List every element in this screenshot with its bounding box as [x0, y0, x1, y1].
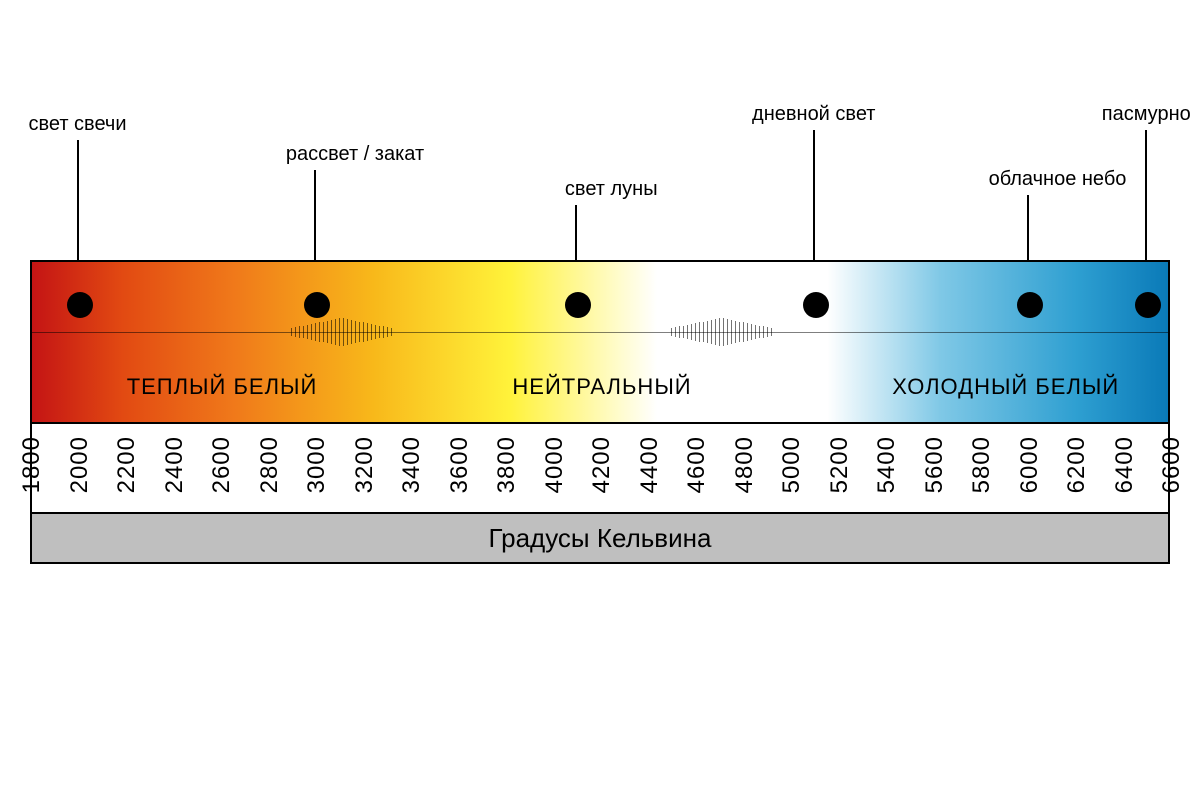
- axis-title-row: Градусы Кельвина: [32, 512, 1168, 562]
- category-label: НЕЙТРАЛЬНЫЙ: [512, 374, 691, 400]
- scale-value: 3600: [446, 436, 474, 493]
- annotation-line: [1145, 130, 1147, 260]
- annotation: пасмурно: [1145, 130, 1147, 260]
- scale-value: 4800: [731, 436, 759, 493]
- scale-value: 6600: [1158, 436, 1186, 493]
- scale-value: 2800: [256, 436, 284, 493]
- scale-value: 3000: [303, 436, 331, 493]
- scale-value: 4200: [588, 436, 616, 493]
- annotation: облачное небо: [1027, 195, 1029, 260]
- scale-value: 1800: [18, 436, 46, 493]
- scale-value: 3800: [493, 436, 521, 493]
- annotation-line: [314, 170, 316, 260]
- annotation: свет свечи: [77, 140, 79, 260]
- annotation-line: [813, 130, 815, 260]
- annotation: рассвет / закат: [314, 170, 316, 260]
- annotation-label: свет луны: [565, 178, 658, 201]
- scale-value: 5000: [778, 436, 806, 493]
- category-label: ТЕПЛЫЙ БЕЛЫЙ: [127, 374, 318, 400]
- marker-dot: [1135, 292, 1161, 318]
- kelvin-chart: свет свечи рассвет / закат свет луны дневно…: [30, 100, 1170, 564]
- scale-value: 4600: [683, 436, 711, 493]
- annotation: дневной свет: [813, 130, 815, 260]
- marker-dot: [67, 292, 93, 318]
- annotation-label: пасмурно: [1102, 103, 1191, 126]
- scale-value: 6200: [1063, 436, 1091, 493]
- scale-value: 6400: [1111, 436, 1139, 493]
- scale-value: 4000: [541, 436, 569, 493]
- midline: [32, 332, 1168, 333]
- annotation-line: [77, 140, 79, 260]
- annotation-label: рассвет / закат: [286, 143, 424, 166]
- scale-value: 4400: [636, 436, 664, 493]
- scale-value: 2000: [66, 436, 94, 493]
- annotation-label: дневной свет: [752, 103, 875, 126]
- marker-dots-row: [32, 292, 1168, 318]
- annotation-line: [1027, 195, 1029, 260]
- gradient-band: ТЕПЛЫЙ БЕЛЫЙ НЕЙТРАЛЬНЫЙ ХОЛОДНЫЙ БЕЛЫЙ: [32, 262, 1168, 422]
- marker-dot: [304, 292, 330, 318]
- scale-value: 2400: [161, 436, 189, 493]
- chart-box: ТЕПЛЫЙ БЕЛЫЙНЕЙТРАЛЬНЫЙХОЛОДНЫЙ БЕЛЫЙ 18…: [30, 260, 1170, 564]
- annotation-label: облачное небо: [989, 168, 1127, 191]
- scale-value: 5200: [826, 436, 854, 493]
- annotation-label: свет свечи: [28, 113, 126, 136]
- category-labels-row: ТЕПЛЫЙ БЕЛЫЙ НЕЙТРАЛЬНЫЙ ХОЛОДНЫЙ БЕЛЫЙ: [32, 374, 1168, 404]
- scale-value: 3200: [351, 436, 379, 493]
- scale-value: 5600: [921, 436, 949, 493]
- marker-dot: [565, 292, 591, 318]
- marker-dot: [803, 292, 829, 318]
- scale-value: 5800: [968, 436, 996, 493]
- scale-value: 3400: [398, 436, 426, 493]
- axis-title: Градусы Кельвина: [489, 523, 712, 554]
- annotation: свет луны: [575, 205, 577, 260]
- annotations-layer: свет свечи рассвет / закат свет луны дневно…: [30, 100, 1170, 260]
- scale-value: 2200: [113, 436, 141, 493]
- scale-value: 6000: [1016, 436, 1044, 493]
- scale-value: 2600: [208, 436, 236, 493]
- scale-value: 5400: [873, 436, 901, 493]
- kelvin-scale-row: 1800200022002400260028003000320034003600…: [32, 422, 1168, 512]
- annotation-line: [575, 205, 577, 260]
- marker-dot: [1017, 292, 1043, 318]
- category-label: ХОЛОДНЫЙ БЕЛЫЙ: [892, 374, 1119, 400]
